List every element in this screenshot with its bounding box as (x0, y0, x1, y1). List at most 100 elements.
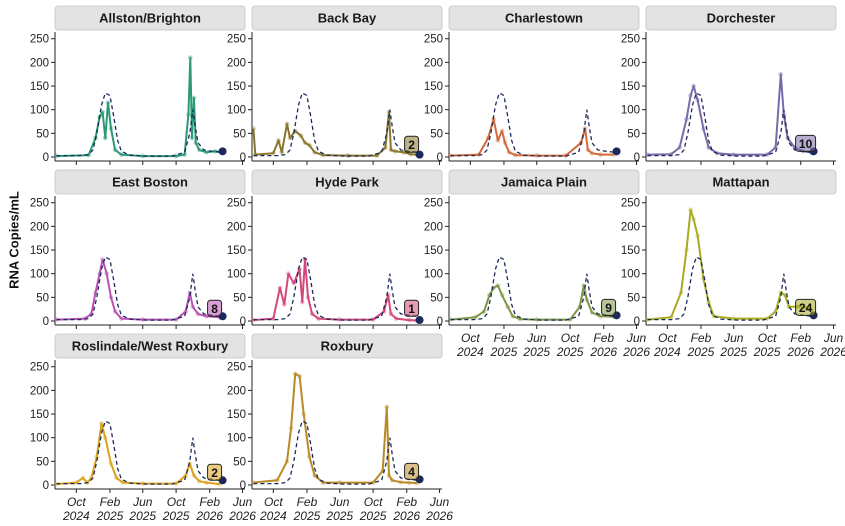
x-tick-label-year: 2025 (325, 509, 353, 521)
x-tick-label-year: 2025 (719, 345, 747, 359)
x-tick-label-month: Jun (232, 495, 253, 509)
x-tick-label-month: Oct (264, 495, 283, 509)
y-tick-label: 250 (227, 198, 246, 210)
panel-5: Hyde Park 0 50 100 150 200 250 1 (227, 169, 443, 329)
y-tick-label: 100 (30, 269, 49, 281)
y-tick-label: 150 (227, 409, 246, 421)
latest-value-label: 10 (799, 137, 813, 151)
latest-value-label: 1 (408, 302, 415, 316)
y-tick-label: 200 (30, 221, 49, 233)
x-tick-label-month: Feb (396, 495, 417, 509)
x-tick-label-month: Jun (329, 495, 350, 509)
y-tick-label: 50 (36, 292, 49, 304)
x-tick-label-year: 2026 (392, 509, 420, 521)
latest-value-label: 8 (211, 302, 218, 316)
y-tick-label: 100 (621, 269, 640, 281)
y-tick-label: 150 (227, 81, 246, 93)
y-tick-label: 250 (227, 362, 246, 374)
latest-value-label: 9 (605, 301, 612, 315)
latest-point-marker (218, 147, 227, 156)
x-tick-label-month: Oct (658, 331, 677, 345)
reference-line (253, 420, 419, 485)
y-tick-label: 250 (30, 34, 49, 46)
series-line (253, 258, 417, 322)
panel-strip (448, 169, 640, 195)
panel-strip (251, 169, 443, 195)
x-tick-label-month: Feb (199, 495, 220, 509)
y-tick-label: 100 (621, 105, 640, 117)
y-tick-label: 250 (621, 198, 640, 210)
y-tick-label: 100 (424, 269, 443, 281)
x-tick-label-year: 2025 (522, 345, 550, 359)
y-tick-label: 150 (621, 245, 640, 257)
y-tick-label: 50 (233, 292, 246, 304)
panel-title: Back Bay (318, 11, 377, 26)
y-tick-label: 50 (233, 456, 246, 468)
series-line (252, 111, 417, 157)
y-tick-label: 250 (424, 34, 443, 46)
y-tick-label: 100 (30, 433, 49, 445)
y-tick-label: 250 (30, 362, 49, 374)
latest-point-marker (415, 316, 424, 325)
latest-value-badge (207, 463, 223, 481)
x-tick-label-year: 2024 (62, 509, 90, 521)
x-tick-label-month: Feb (691, 331, 712, 345)
series-line (56, 56, 222, 158)
panel-0: Allston/Brighton 0 50 100 150 200 250 (30, 5, 246, 165)
reference-line (647, 256, 813, 321)
y-axis-title: RNA Copies/mL (4, 160, 24, 320)
y-tick-label: 150 (424, 81, 443, 93)
x-tick-label-year: 2026 (425, 509, 453, 521)
x-tick-label-year: 2024 (259, 509, 287, 521)
x-tick-label-year: 2024 (653, 345, 681, 359)
series-line (647, 73, 811, 156)
panel-title: East Boston (112, 175, 188, 190)
y-tick-label: 0 (634, 152, 640, 164)
latest-value-label: 2 (211, 466, 218, 480)
x-tick-label-month: Feb (790, 331, 811, 345)
panel-6: Jamaica Plain050100150200250Oct2024Feb20… (424, 169, 650, 359)
panel-title: Jamaica Plain (501, 175, 587, 190)
x-tick-label-year: 2025 (687, 345, 715, 359)
y-tick-label: 150 (30, 409, 49, 421)
panel-4: East Boston 0 50 100 150 200 250 8 (30, 169, 246, 329)
panel-9: Roxbury050100150200250Oct2024Feb2025Jun2… (227, 333, 453, 523)
x-tick-label-year: 2025 (556, 345, 584, 359)
panel-title: Dorchester (707, 11, 776, 26)
x-tick-label-year: 2025 (162, 509, 190, 521)
panel-title: Roxbury (321, 339, 375, 354)
x-tick-label-year: 2026 (786, 345, 814, 359)
y-tick-label: 250 (621, 34, 640, 46)
y-tick-label: 0 (43, 480, 49, 492)
x-tick-label-year: 2025 (96, 509, 124, 521)
panel-title: Charlestown (505, 11, 583, 26)
panel-strip (448, 5, 640, 31)
x-tick-label-month: Oct (364, 495, 383, 509)
y-tick-label: 0 (240, 152, 246, 164)
reference-line (450, 92, 616, 157)
latest-value-label: 4 (408, 465, 415, 479)
x-tick-label-month: Jun (626, 331, 647, 345)
x-tick-label-month: Feb (593, 331, 614, 345)
latest-value-badge (404, 462, 420, 480)
y-tick-label: 0 (43, 316, 49, 328)
y-tick-label: 200 (30, 57, 49, 69)
y-tick-label: 50 (36, 456, 49, 468)
y-tick-label: 200 (424, 57, 443, 69)
x-tick-label-year: 2025 (490, 345, 518, 359)
x-tick-label-month: Oct (67, 495, 86, 509)
y-tick-label: 50 (627, 292, 640, 304)
x-tick-label-month: Oct (461, 331, 480, 345)
x-tick-label-year: 2025 (293, 509, 321, 521)
x-tick-label-month: Oct (758, 331, 777, 345)
y-tick-label: 100 (227, 105, 246, 117)
y-tick-label: 150 (424, 245, 443, 257)
y-tick-label: 150 (30, 81, 49, 93)
y-tick-label: 250 (424, 198, 443, 210)
panel-1: Back Bay 0 50 100 150 200 250 2 (227, 5, 443, 165)
x-tick-label-month: Feb (494, 331, 515, 345)
x-tick-label-year: 2024 (456, 345, 484, 359)
panel-strip (54, 333, 246, 359)
